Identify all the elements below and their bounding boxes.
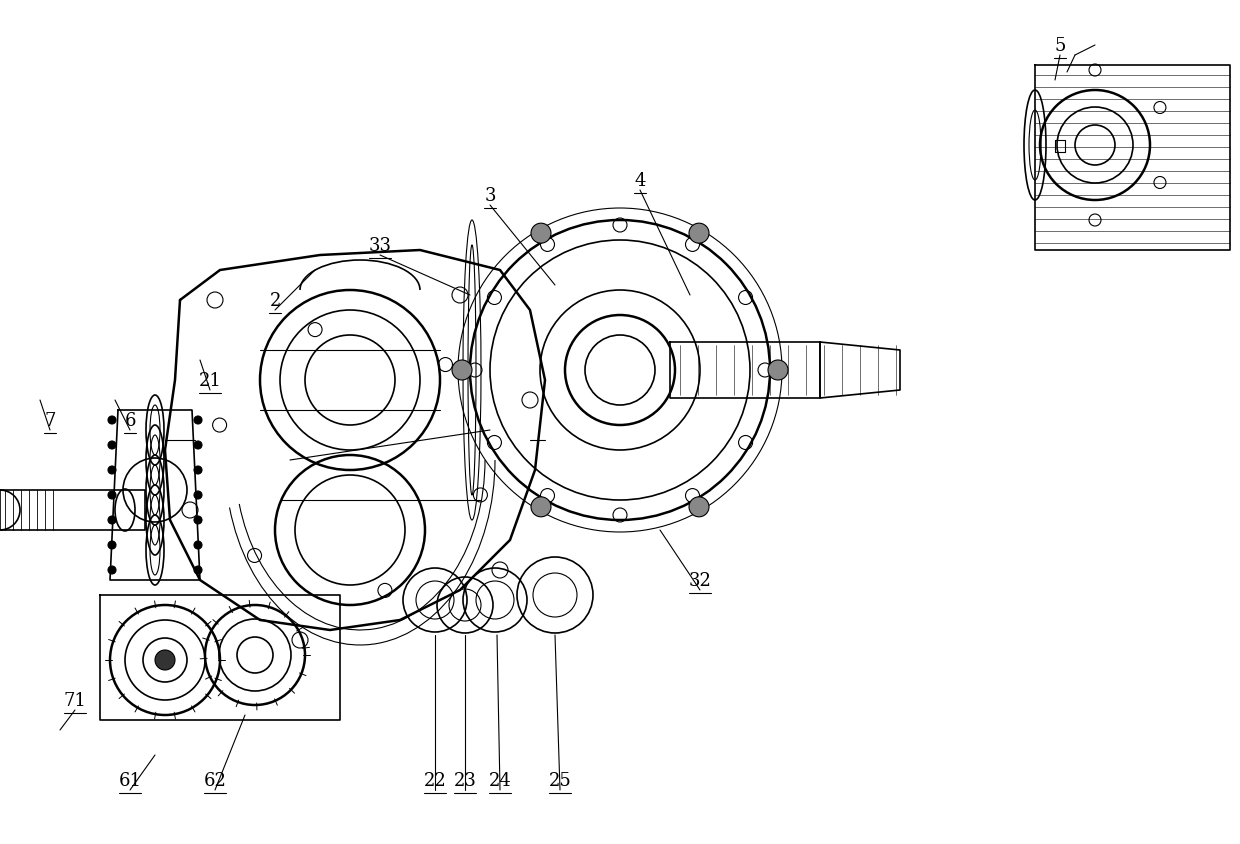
Circle shape: [689, 223, 709, 243]
Circle shape: [108, 466, 117, 474]
Circle shape: [108, 416, 117, 424]
Circle shape: [108, 541, 117, 549]
Text: 71: 71: [63, 692, 87, 710]
Text: 6: 6: [124, 412, 135, 430]
Text: 7: 7: [45, 412, 56, 430]
Circle shape: [193, 441, 202, 449]
Text: 23: 23: [454, 772, 476, 790]
Circle shape: [531, 497, 551, 517]
Circle shape: [193, 466, 202, 474]
Text: 4: 4: [635, 172, 646, 190]
Text: 33: 33: [368, 237, 392, 255]
Circle shape: [193, 491, 202, 499]
Circle shape: [193, 416, 202, 424]
Text: 22: 22: [424, 772, 446, 790]
Text: 5: 5: [1054, 37, 1065, 55]
Circle shape: [108, 516, 117, 524]
Circle shape: [689, 497, 709, 517]
Circle shape: [108, 491, 117, 499]
Circle shape: [193, 516, 202, 524]
Circle shape: [453, 360, 472, 380]
Circle shape: [193, 541, 202, 549]
Text: 32: 32: [688, 572, 712, 590]
Text: 62: 62: [203, 772, 227, 790]
Circle shape: [155, 650, 175, 670]
Text: 24: 24: [489, 772, 511, 790]
Circle shape: [108, 566, 117, 574]
Text: 61: 61: [119, 772, 141, 790]
Text: 25: 25: [548, 772, 572, 790]
Circle shape: [193, 566, 202, 574]
Circle shape: [768, 360, 787, 380]
Circle shape: [108, 441, 117, 449]
Circle shape: [531, 223, 551, 243]
Text: 21: 21: [198, 372, 222, 390]
Text: 2: 2: [269, 292, 280, 310]
Text: 3: 3: [485, 187, 496, 205]
